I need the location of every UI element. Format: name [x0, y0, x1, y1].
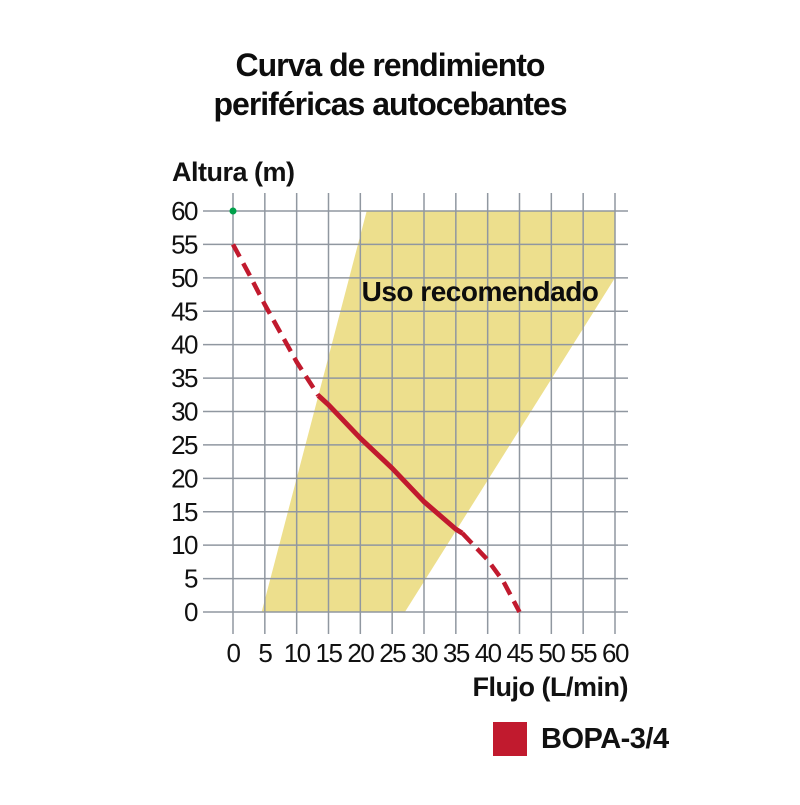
- x-tick-label: 20: [347, 638, 374, 668]
- x-tick-label: 15: [316, 638, 343, 668]
- chart-title-line2: periféricas autocebantes: [213, 86, 567, 122]
- performance-curve-solid: [316, 393, 464, 536]
- y-tick-label: 50: [171, 263, 198, 293]
- y-tick-label: 35: [171, 363, 198, 393]
- x-tick-label: 35: [443, 638, 470, 668]
- chart-title-line1: Curva de rendimiento: [235, 47, 546, 83]
- x-tick-label: 50: [538, 638, 565, 668]
- x-tick-label: 0: [227, 638, 241, 668]
- green-point-marker: [229, 207, 237, 215]
- x-tick-label: 25: [379, 638, 406, 668]
- y-tick-label: 25: [171, 430, 198, 460]
- performance-curve-dashed: [460, 531, 522, 614]
- x-tick-label: 40: [475, 638, 502, 668]
- legend: BOPA-3/4: [493, 722, 669, 756]
- y-tick-label: 10: [171, 530, 198, 560]
- x-axis-label: Flujo (L/min): [472, 672, 629, 702]
- y-tick-label: 20: [171, 463, 198, 493]
- x-tick-label: 10: [284, 638, 311, 668]
- x-tick-label: 60: [602, 638, 629, 668]
- x-tick-label: 55: [570, 638, 597, 668]
- performance-curve-dashed: [231, 243, 321, 397]
- legend-swatch: [493, 722, 527, 756]
- y-axis-label: Altura (m): [172, 157, 295, 187]
- y-tick-label: 60: [171, 196, 198, 226]
- recommended-use-label: Uso recomendado: [362, 276, 599, 307]
- chart-title: Curva de rendimiento periféricas autoceb…: [0, 46, 780, 124]
- y-tick-label: 55: [171, 229, 198, 259]
- y-tick-label: 5: [184, 564, 198, 594]
- y-tick-label: 30: [171, 397, 198, 427]
- y-tick-label: 0: [184, 597, 198, 627]
- y-tick-label: 45: [171, 296, 198, 326]
- x-tick-label: 30: [411, 638, 438, 668]
- x-tick-label: 5: [258, 638, 272, 668]
- x-tick-label: 45: [507, 638, 534, 668]
- legend-label: BOPA-3/4: [541, 722, 669, 755]
- y-tick-label: 40: [171, 330, 198, 360]
- y-tick-label: 15: [171, 497, 198, 527]
